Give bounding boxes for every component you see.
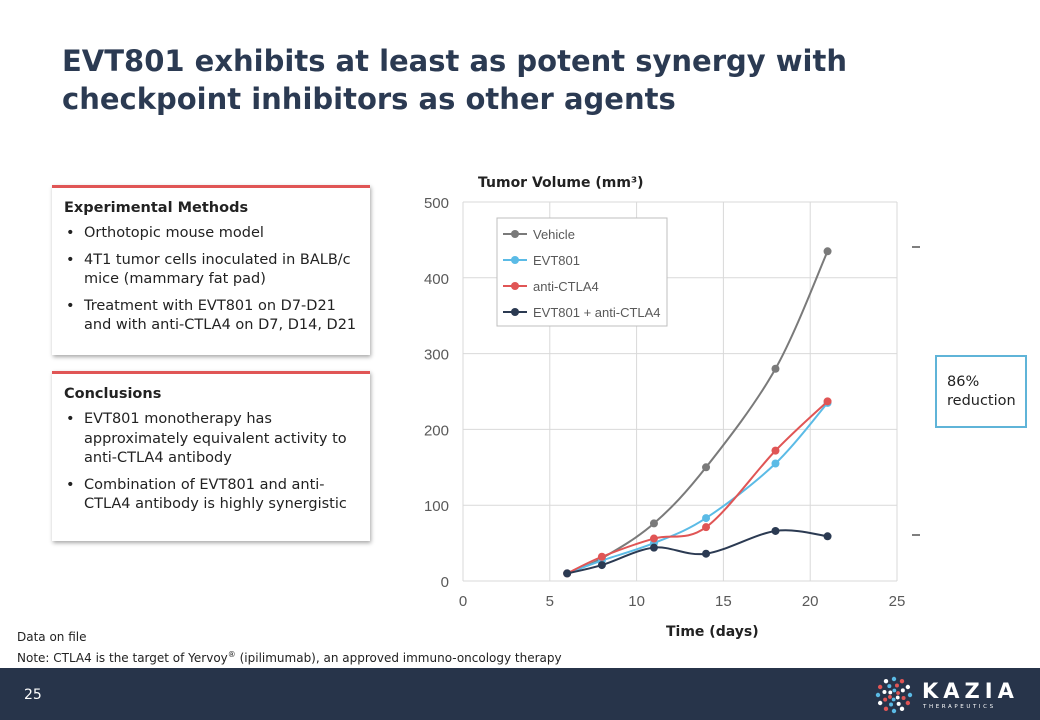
logo-dot — [877, 684, 883, 690]
logo-dot — [896, 701, 901, 706]
kazia-logo: KAZIA THERAPEUTICS — [874, 676, 1024, 714]
series-line — [566, 400, 829, 575]
methods-card: Experimental Methods Orthotopic mouse mo… — [52, 185, 370, 355]
reduction-annotation: 86% reduction — [935, 355, 1027, 428]
data-point — [702, 523, 711, 532]
y-tick-label: 200 — [424, 422, 449, 439]
conclusions-list: EVT801 monotherapy has approximately equ… — [64, 410, 358, 515]
logo-dot — [883, 678, 889, 684]
kazia-logo-icon — [875, 676, 913, 714]
logo-dot — [900, 688, 905, 693]
data-point — [771, 364, 780, 373]
legend-label: EVT801 + anti-CTLA4 — [533, 305, 661, 320]
x-tick-label: 15 — [715, 593, 732, 610]
registered-mark: ® — [227, 650, 236, 659]
data-point — [823, 532, 832, 541]
y-tick-label: 500 — [424, 195, 449, 212]
reduction-bracket — [912, 246, 920, 536]
conclusions-item: EVT801 monotherapy has approximately equ… — [64, 410, 358, 469]
data-point — [702, 549, 711, 558]
logo-subtitle: THERAPEUTICS — [923, 704, 996, 710]
data-point — [771, 446, 780, 455]
series-line — [566, 402, 829, 575]
methods-item: 4T1 tumor cells inoculated in BALB/c mic… — [64, 251, 358, 290]
footnote-data-source: Data on file — [17, 630, 87, 644]
logo-dot — [892, 688, 897, 693]
logo-dot — [891, 697, 896, 702]
logo-dot — [895, 695, 900, 700]
logo-dot — [883, 697, 888, 702]
legend-swatch-marker — [511, 282, 519, 290]
conclusions-card: Conclusions EVT801 monotherapy has appro… — [52, 371, 370, 541]
data-point — [702, 463, 711, 472]
chart-title: Tumor Volume (mm³) — [478, 175, 644, 191]
footnote-note-text: Note: CTLA4 is the target of Yervoy — [17, 651, 228, 665]
logo-dot — [896, 691, 900, 695]
data-point — [823, 247, 832, 256]
legend-swatch-marker — [511, 308, 519, 316]
conclusions-item: Combination of EVT801 and anti-CTLA4 ant… — [64, 476, 358, 515]
logo-dot — [899, 706, 905, 712]
data-point — [649, 519, 658, 528]
logo-dot — [889, 702, 894, 707]
logo-dot — [905, 700, 911, 706]
logo-dot — [888, 695, 892, 699]
x-tick-label: 20 — [802, 593, 819, 610]
legend-box — [496, 217, 668, 327]
logo-dot — [882, 690, 887, 695]
logo-dot — [894, 683, 899, 688]
footer-bar: 25 KAZIA THERAPEUTICS — [0, 668, 1040, 720]
methods-item: Orthotopic mouse model — [64, 224, 358, 244]
methods-heading: Experimental Methods — [64, 200, 249, 216]
conclusions-heading: Conclusions — [64, 386, 162, 402]
page-number: 25 — [24, 687, 42, 703]
x-tick-label: 5 — [546, 593, 554, 610]
footnote-note: Note: CTLA4 is the target of Yervoy® (ip… — [17, 650, 562, 665]
y-tick-label: 300 — [424, 347, 449, 364]
slide-title: EVT801 exhibits at least as potent syner… — [62, 44, 847, 116]
logo-dot — [891, 708, 897, 714]
tumor-volume-chart: 0 100 200 300 400 500 0 5 10 15 20 25 Vehicle EVT801 a… — [424, 195, 920, 610]
data-point — [823, 397, 832, 406]
legend-label: EVT801 — [533, 253, 580, 268]
y-tick-label: 400 — [424, 271, 449, 288]
logo-wordmark: KAZIA — [922, 679, 1019, 703]
logo-dot — [901, 695, 906, 700]
logo-dot — [907, 692, 913, 698]
logo-dot — [905, 684, 911, 690]
x-tick-label: 10 — [628, 593, 645, 610]
data-point — [702, 514, 711, 523]
x-tick-label: 25 — [889, 593, 906, 610]
y-tick-label: 0 — [441, 574, 449, 591]
x-axis-label: Time (days) — [666, 624, 759, 640]
footnote-note-text-end: (ipilimumab), an approved immuno-oncolog… — [235, 651, 562, 665]
series-line — [566, 529, 828, 575]
methods-item: Treatment with EVT801 on D7-D21 and with… — [64, 297, 358, 336]
logo-dot — [891, 676, 897, 682]
logo-dot — [883, 706, 889, 712]
legend-label: Vehicle — [533, 227, 575, 242]
data-point — [649, 543, 658, 552]
legend-swatch-marker — [511, 230, 519, 238]
data-point — [597, 552, 606, 561]
x-tick-label: 0 — [459, 593, 467, 610]
y-tick-label: 100 — [424, 498, 449, 515]
data-point — [597, 561, 606, 570]
legend-label: anti-CTLA4 — [533, 279, 599, 294]
logo-dot — [887, 684, 892, 689]
methods-list: Orthotopic mouse model 4T1 tumor cells i… — [64, 224, 358, 336]
logo-dot — [875, 692, 881, 698]
legend-swatch-marker — [511, 256, 519, 264]
data-point — [649, 534, 658, 543]
logo-dot — [888, 690, 893, 695]
data-point — [563, 569, 572, 578]
data-point — [771, 526, 780, 535]
data-point — [771, 459, 780, 468]
logo-dot — [877, 700, 883, 706]
logo-dot — [899, 678, 905, 684]
